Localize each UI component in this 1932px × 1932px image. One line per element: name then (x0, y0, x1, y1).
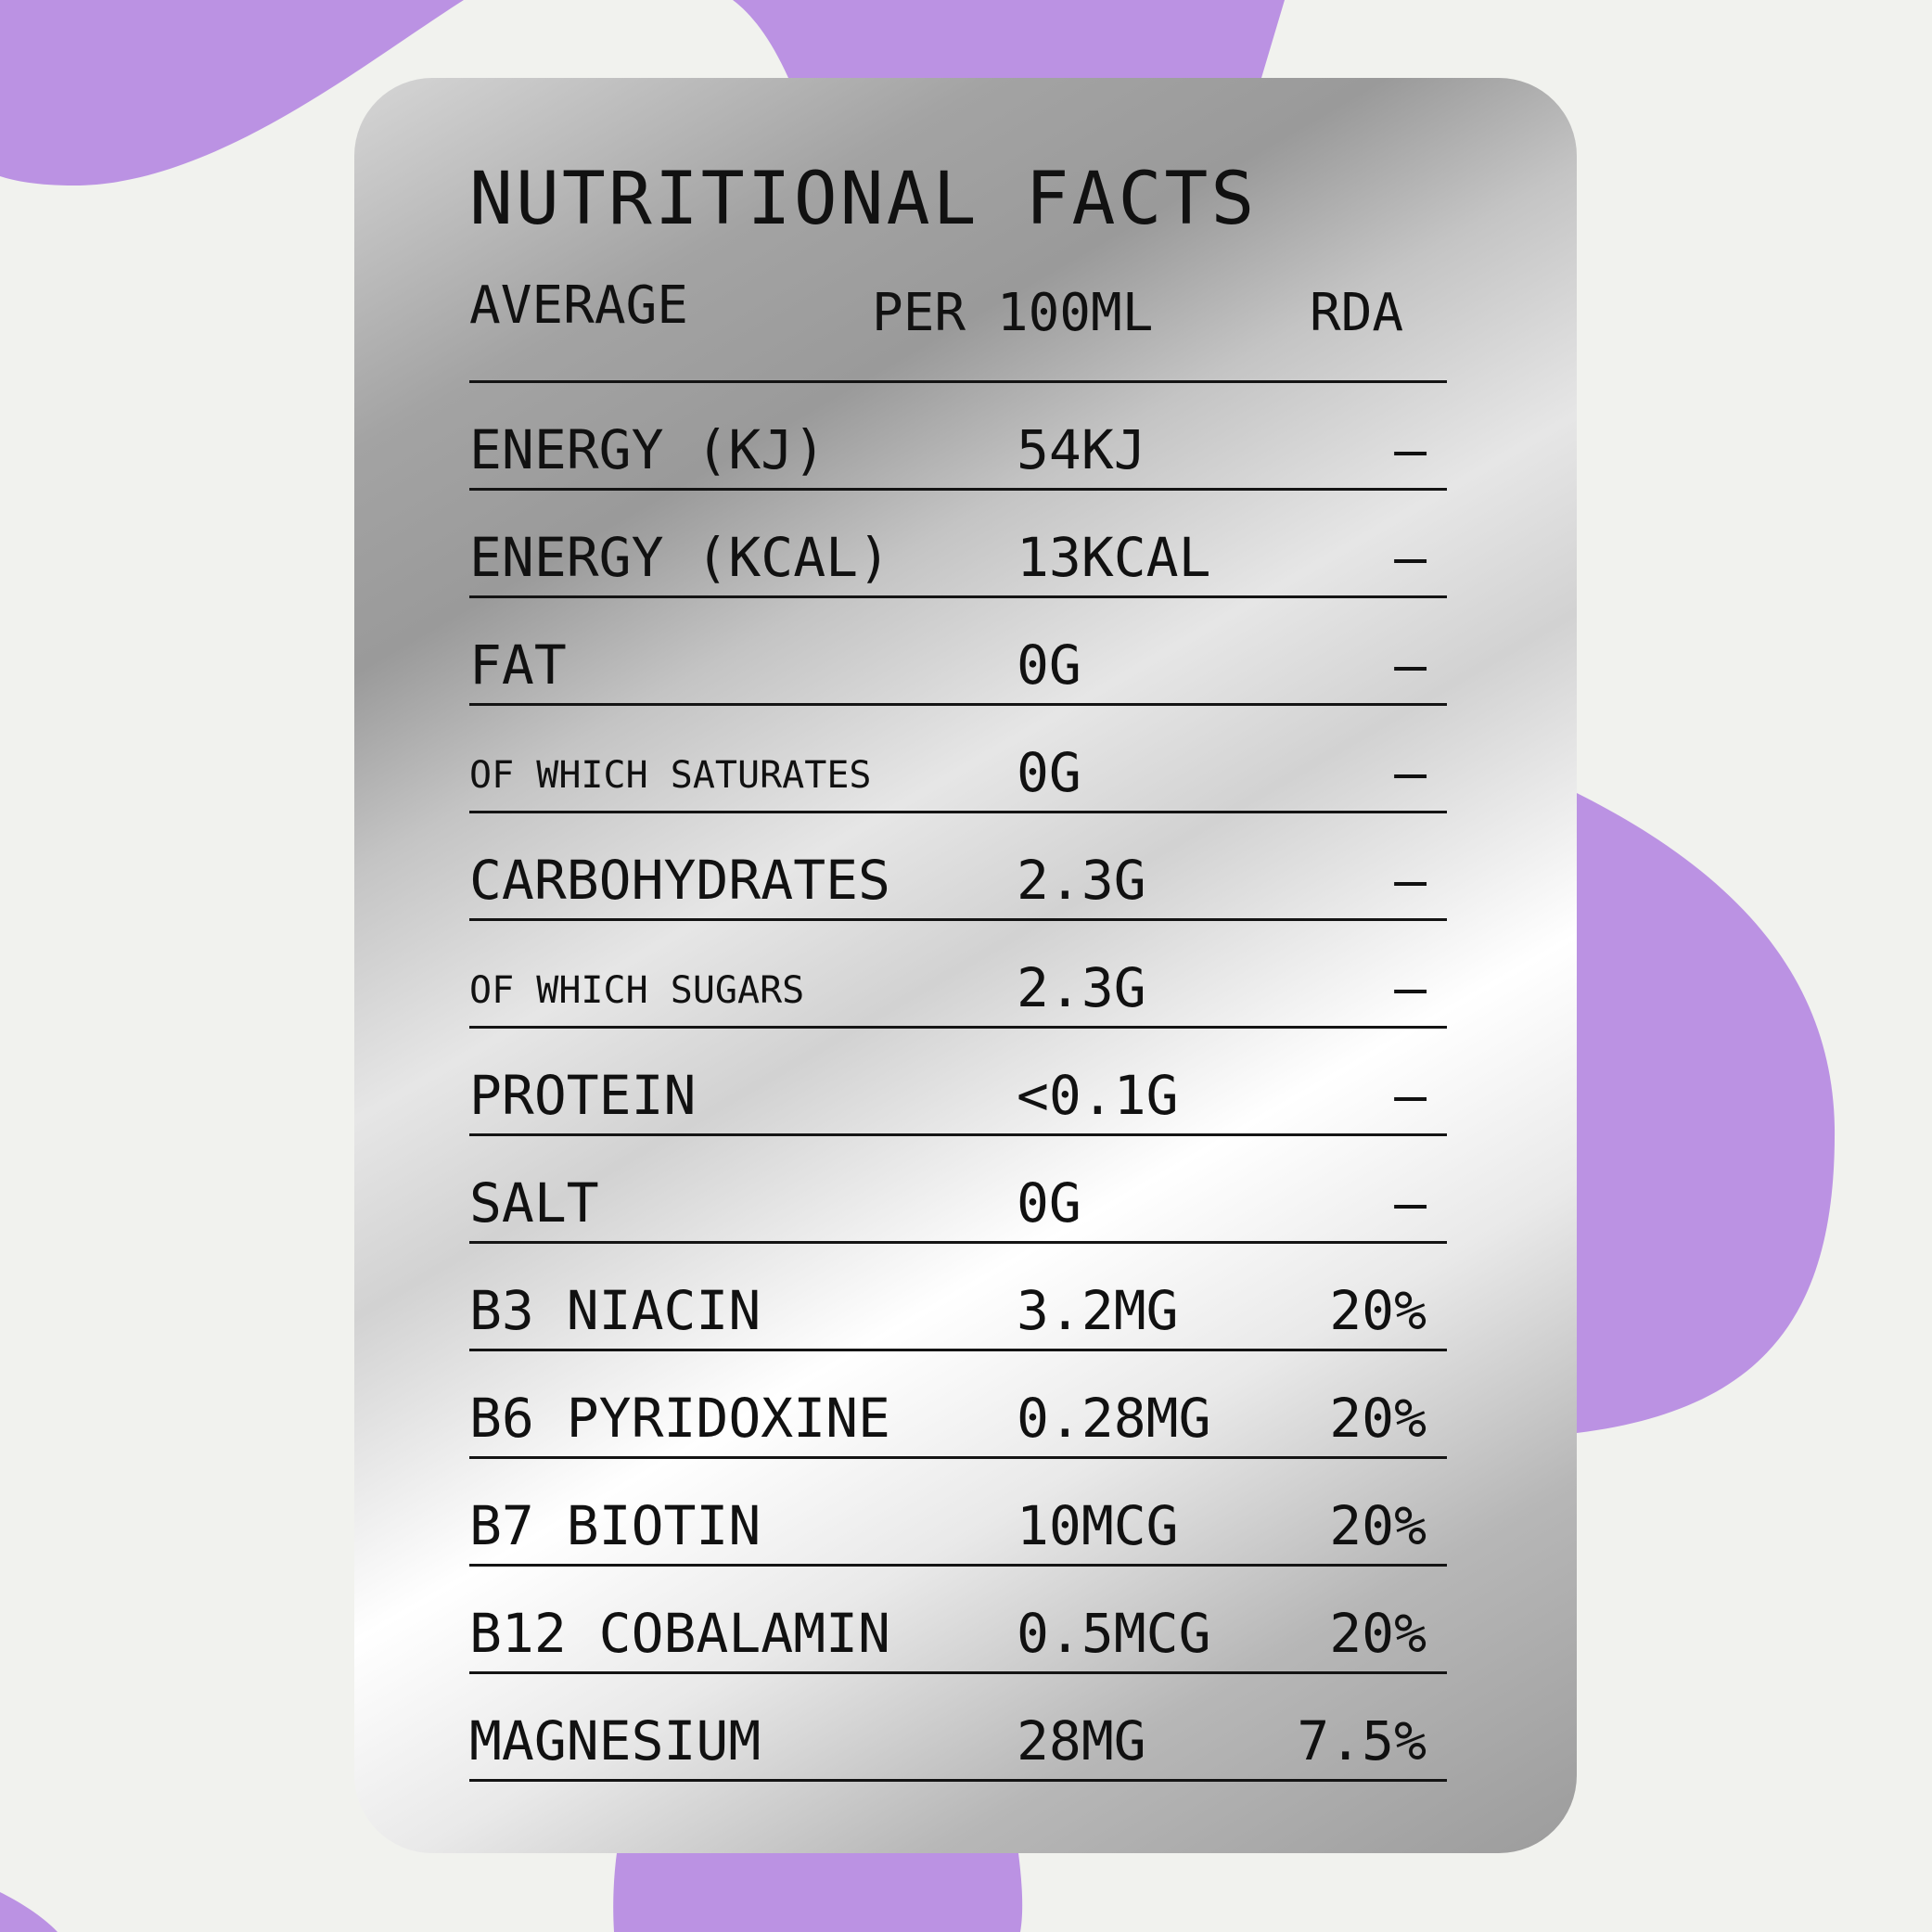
nutrient-name: B6 PYRIDOXINE (469, 1387, 890, 1450)
nutrient-rda: 20% (1329, 1494, 1427, 1557)
table-row: B3 NIACIN 3.2MG 20% (469, 1244, 1447, 1351)
nutrient-rda: 20% (1329, 1279, 1427, 1342)
nutrient-value: 28MG (1017, 1709, 1146, 1772)
nutrient-rda: — (1394, 741, 1427, 804)
nutrient-name: FAT (469, 633, 567, 697)
nutrient-name: SALT (469, 1171, 599, 1235)
nutrient-value: 2.3G (1017, 956, 1146, 1019)
header-divider (469, 380, 1447, 383)
nutrient-value: 0G (1017, 1171, 1081, 1235)
nutrient-rda: — (1394, 418, 1427, 481)
table-row: B7 BIOTIN 10MCG 20% (469, 1459, 1447, 1567)
nutrient-value: 2.3G (1017, 849, 1146, 912)
header-rda: RDA (1310, 283, 1404, 343)
nutrient-rda: 20% (1329, 1602, 1427, 1665)
blob-right (1577, 793, 1836, 1433)
table-row: ENERGY (KCAL) 13KCAL — (469, 491, 1447, 598)
nutrient-rda: 7.5% (1297, 1709, 1427, 1772)
table-row: CARBOHYDRATES 2.3G — (469, 813, 1447, 921)
nutrient-rda: — (1394, 633, 1427, 697)
table-row: ENERGY (KJ) 54KJ — (469, 383, 1447, 491)
nutrient-value: <0.1G (1017, 1064, 1179, 1127)
nutrient-value: 0G (1017, 633, 1081, 697)
table-row: FAT 0G — (469, 598, 1447, 706)
nutrient-value: 13KCAL (1017, 526, 1211, 589)
nutrient-name: MAGNESIUM (469, 1709, 761, 1772)
nutrient-rda: — (1394, 1064, 1427, 1127)
blob-top-left (0, 0, 464, 186)
nutrient-rda: — (1394, 1171, 1427, 1235)
nutrient-name: PROTEIN (469, 1064, 697, 1127)
nutrient-name: ENERGY (KCAL) (469, 526, 890, 589)
header-per-100ml: PER 100ML (872, 283, 1154, 343)
nutrient-value: 3.2MG (1017, 1279, 1179, 1342)
table-row: B12 COBALAMIN 0.5MCG 20% (469, 1567, 1447, 1674)
table-row: OF WHICH SATURATES 0G — (469, 706, 1447, 813)
header-average: AVERAGE (469, 275, 689, 336)
nutrient-name: OF WHICH SATURATES (469, 754, 872, 797)
nutrient-value: 0G (1017, 741, 1081, 804)
nutrient-rda: 20% (1329, 1387, 1427, 1450)
panel-title: NUTRITIONAL FACTS (469, 158, 1258, 241)
nutrient-name: B3 NIACIN (469, 1279, 761, 1342)
nutrition-table: ENERGY (KJ) 54KJ — ENERGY (KCAL) 13KCAL — FAT 0… (469, 383, 1447, 1782)
blob-top-center (733, 0, 1285, 78)
table-row: MAGNESIUM 28MG 7.5% (469, 1674, 1447, 1782)
nutrient-value: 54KJ (1017, 418, 1146, 481)
nutrient-name: ENERGY (KJ) (469, 418, 826, 481)
nutrient-name: B7 BIOTIN (469, 1494, 761, 1557)
table-row: PROTEIN <0.1G — (469, 1029, 1447, 1136)
nutrient-name: CARBOHYDRATES (469, 849, 890, 912)
nutrient-rda: — (1394, 849, 1427, 912)
nutrition-panel: NUTRITIONAL FACTS AVERAGE PER 100ML RDA … (354, 78, 1577, 1853)
nutrient-value: 0.28MG (1017, 1387, 1211, 1450)
blob-bottom-left (0, 1892, 58, 1932)
table-row: OF WHICH SUGARS 2.3G — (469, 921, 1447, 1029)
table-row: SALT 0G — (469, 1136, 1447, 1244)
table-row: B6 PYRIDOXINE 0.28MG 20% (469, 1351, 1447, 1459)
nutrient-name: OF WHICH SUGARS (469, 969, 805, 1012)
nutrient-rda: — (1394, 526, 1427, 589)
nutrient-name: B12 COBALAMIN (469, 1602, 890, 1665)
nutrient-rda: — (1394, 956, 1427, 1019)
nutrient-value: 10MCG (1017, 1494, 1179, 1557)
blob-bottom-center (613, 1853, 1023, 1932)
nutrient-value: 0.5MCG (1017, 1602, 1211, 1665)
